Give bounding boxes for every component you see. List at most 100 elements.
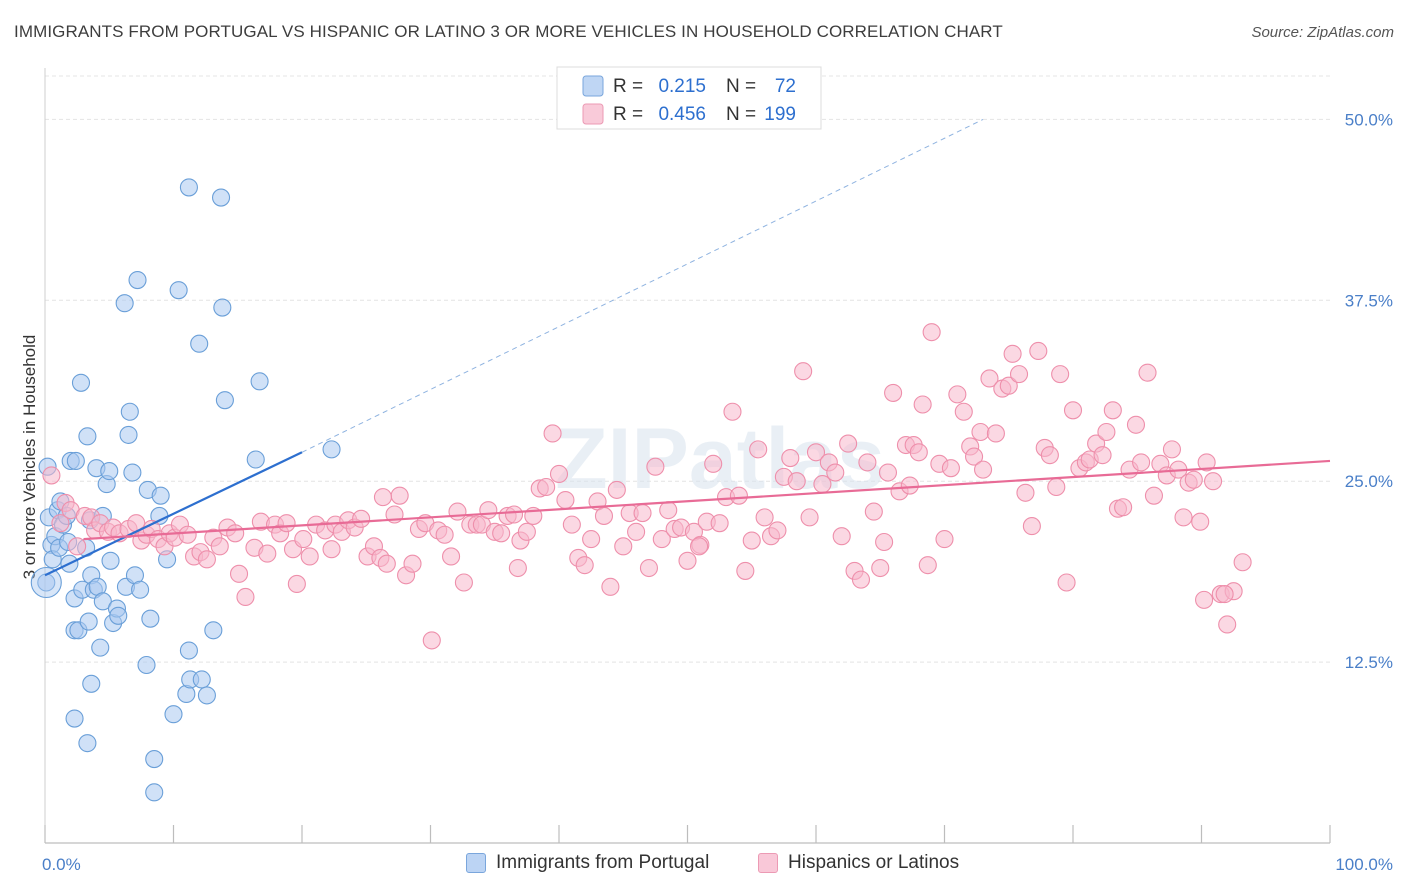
point-s0-24: [78, 734, 97, 753]
legend-r-label-0: R =: [613, 76, 643, 97]
point-s1-112: [755, 508, 774, 527]
point-s1-40: [294, 530, 313, 549]
legend: R = 0.215 N = 72 R = 0.456 N = 199: [556, 66, 822, 130]
point-s0-34: [100, 462, 119, 481]
point-s1-110: [742, 531, 761, 550]
point-s0-47: [137, 655, 156, 675]
point-s1-73: [504, 505, 524, 524]
point-s1-191: [1218, 615, 1237, 634]
point-s1-132: [878, 463, 898, 482]
point-s1-96: [652, 530, 671, 549]
point-s1-154: [999, 376, 1018, 395]
legend-r-value-1: 0.456: [658, 104, 706, 125]
point-s1-90: [614, 537, 633, 556]
point-s1-148: [965, 447, 984, 466]
point-s1-71: [492, 524, 511, 543]
legend-n-label-0: N =: [726, 76, 756, 97]
point-s1-30: [229, 564, 249, 583]
point-s1-140: [918, 556, 937, 575]
point-s0-20: [78, 427, 97, 446]
legend-swatch-portugal: [466, 853, 486, 873]
point-s0-70: [322, 440, 341, 459]
point-s1-55: [390, 486, 409, 505]
point-s0-49: [141, 609, 160, 628]
point-s1-129: [864, 502, 883, 521]
point-s0-59: [179, 641, 198, 660]
point-s1-25: [197, 550, 216, 569]
point-s1-95: [646, 457, 665, 476]
point-s1-177: [1132, 453, 1151, 472]
trend-lines: [44, 118, 1331, 577]
point-s1-104: [704, 454, 723, 473]
point-s1-105: [710, 514, 729, 533]
legend-swatch-0: [582, 75, 604, 97]
point-s1-127: [851, 570, 871, 589]
chart-title: IMMIGRANTS FROM PORTUGAL VS HISPANIC OR …: [14, 22, 1003, 41]
point-s1-22: [178, 525, 197, 544]
point-s1-164: [1057, 573, 1076, 592]
point-s1-188: [1197, 453, 1216, 472]
point-s1-198: [508, 558, 527, 578]
point-s0-66: [213, 298, 232, 317]
point-s0-43: [123, 463, 142, 482]
point-s0-41: [119, 425, 138, 444]
point-s1-1: [51, 514, 70, 533]
point-s1-62: [435, 525, 454, 544]
point-s1-150: [973, 460, 993, 479]
point-s1-141: [922, 323, 941, 342]
point-s0-17: [66, 451, 85, 470]
point-s1-118: [794, 362, 813, 381]
point-s1-128: [858, 453, 877, 472]
point-s1-44: [322, 540, 341, 559]
y-tick-label-0: 12.5%: [1345, 653, 1393, 672]
point-s1-189: [1204, 472, 1223, 491]
point-s1-116: [781, 449, 800, 468]
point-s1-130: [871, 558, 890, 578]
point-s0-32: [93, 592, 112, 611]
y-tick-label-1: 25.0%: [1345, 472, 1393, 491]
point-s1-41: [300, 547, 319, 566]
point-s1-114: [768, 521, 787, 540]
point-s1-89: [607, 480, 626, 499]
chart-source: Source: ZipAtlas.com: [1251, 24, 1394, 41]
point-s1-65: [454, 573, 473, 592]
point-s1-78: [537, 477, 556, 497]
point-s1-39: [287, 574, 306, 594]
point-s1-156: [1009, 365, 1029, 384]
point-s1-176: [1126, 415, 1146, 434]
point-s1-93: [633, 503, 652, 523]
legend-swatch-1: [582, 103, 604, 125]
point-s1-100: [678, 551, 697, 570]
point-s0-46: [131, 580, 150, 599]
point-s1-187: [1191, 512, 1210, 531]
legend-n-label-1: N =: [726, 104, 756, 125]
point-s1-57: [403, 554, 422, 573]
point-s1-119: [800, 508, 819, 527]
point-s1-107: [723, 402, 742, 421]
trend-line-hispanic: [83, 459, 1331, 541]
point-s1-143: [935, 530, 954, 549]
point-s1-31: [236, 587, 255, 607]
point-s1-196: [690, 537, 709, 556]
point-s1-108: [729, 486, 748, 505]
point-s1-125: [839, 434, 858, 453]
point-s0-62: [192, 670, 211, 689]
point-s0-39: [115, 294, 134, 313]
point-s1-195: [1195, 590, 1214, 609]
point-s1-64: [448, 502, 467, 521]
point-s1-197: [373, 488, 393, 507]
point-s1-139: [913, 395, 932, 414]
point-s0-68: [246, 450, 265, 469]
axes: [44, 68, 1331, 844]
point-s1-184: [1174, 508, 1193, 527]
point-s1-0: [42, 466, 61, 485]
point-large: [30, 566, 62, 599]
point-s1-84: [575, 556, 594, 575]
point-s0-45: [128, 271, 147, 290]
point-s1-155: [1003, 344, 1022, 363]
point-s1-37: [277, 514, 296, 533]
point-s0-42: [120, 402, 139, 421]
point-s1-27: [210, 537, 229, 556]
point-s1-85: [582, 530, 601, 549]
point-s1-152: [986, 424, 1005, 443]
